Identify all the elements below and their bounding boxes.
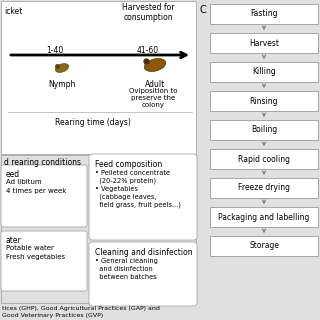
FancyBboxPatch shape xyxy=(210,33,318,53)
Text: Harvested for
consumption: Harvested for consumption xyxy=(122,3,174,22)
Text: Storage: Storage xyxy=(249,242,279,251)
Text: (20-22% protein): (20-22% protein) xyxy=(95,178,156,185)
Text: icket: icket xyxy=(4,7,22,16)
Text: Nymph: Nymph xyxy=(48,80,76,89)
Text: and disinfection: and disinfection xyxy=(95,266,153,272)
Text: 1-40: 1-40 xyxy=(46,46,64,55)
Ellipse shape xyxy=(144,59,166,71)
FancyBboxPatch shape xyxy=(1,155,196,303)
FancyBboxPatch shape xyxy=(210,91,318,111)
FancyBboxPatch shape xyxy=(210,149,318,169)
FancyBboxPatch shape xyxy=(89,154,197,240)
Text: Cleaning and disinfection: Cleaning and disinfection xyxy=(95,248,193,257)
FancyBboxPatch shape xyxy=(1,165,87,227)
Text: Rapid cooling: Rapid cooling xyxy=(238,155,290,164)
Text: 41-60: 41-60 xyxy=(137,46,159,55)
Text: • General cleaning: • General cleaning xyxy=(95,258,158,264)
Text: • Pelleted concentrate: • Pelleted concentrate xyxy=(95,170,170,176)
Text: C: C xyxy=(200,5,207,15)
Text: Packaging and labelling: Packaging and labelling xyxy=(218,212,310,221)
Text: Ad libitum: Ad libitum xyxy=(6,179,42,185)
Text: Feed composition: Feed composition xyxy=(95,160,162,169)
Text: Oviposition to
preserve the
colony: Oviposition to preserve the colony xyxy=(129,88,177,108)
Ellipse shape xyxy=(55,64,69,72)
FancyBboxPatch shape xyxy=(210,207,318,227)
FancyBboxPatch shape xyxy=(210,120,318,140)
Text: Rearing time (days): Rearing time (days) xyxy=(55,118,131,127)
FancyBboxPatch shape xyxy=(210,62,318,82)
Text: Fasting: Fasting xyxy=(250,10,278,19)
Text: d rearing conditions: d rearing conditions xyxy=(4,158,81,167)
Text: between batches: between batches xyxy=(95,274,157,280)
Text: ater: ater xyxy=(6,236,22,245)
FancyBboxPatch shape xyxy=(210,236,318,256)
Text: Good Veterinary Practices (GVP): Good Veterinary Practices (GVP) xyxy=(2,313,103,318)
Text: Rinsing: Rinsing xyxy=(250,97,278,106)
Text: (cabbage leaves,: (cabbage leaves, xyxy=(95,194,156,201)
Text: • Vegetables: • Vegetables xyxy=(95,186,138,192)
Text: 4 times per week: 4 times per week xyxy=(6,188,66,194)
Text: Killing: Killing xyxy=(252,68,276,76)
FancyBboxPatch shape xyxy=(1,1,196,154)
Text: eed: eed xyxy=(6,170,20,179)
Text: Potable water: Potable water xyxy=(6,245,54,251)
Text: Boiling: Boiling xyxy=(251,125,277,134)
FancyBboxPatch shape xyxy=(89,242,197,306)
FancyBboxPatch shape xyxy=(210,178,318,198)
Text: field grass, fruit peels...): field grass, fruit peels...) xyxy=(95,202,181,209)
Text: tices (GHP), Good Agricultural Practices (GAP) and: tices (GHP), Good Agricultural Practices… xyxy=(2,306,160,311)
FancyBboxPatch shape xyxy=(1,231,87,291)
Text: Fresh vegetables: Fresh vegetables xyxy=(6,254,65,260)
Text: Adult: Adult xyxy=(145,80,165,89)
Text: Harvest: Harvest xyxy=(249,38,279,47)
Text: Freeze drying: Freeze drying xyxy=(238,183,290,193)
FancyBboxPatch shape xyxy=(210,4,318,24)
